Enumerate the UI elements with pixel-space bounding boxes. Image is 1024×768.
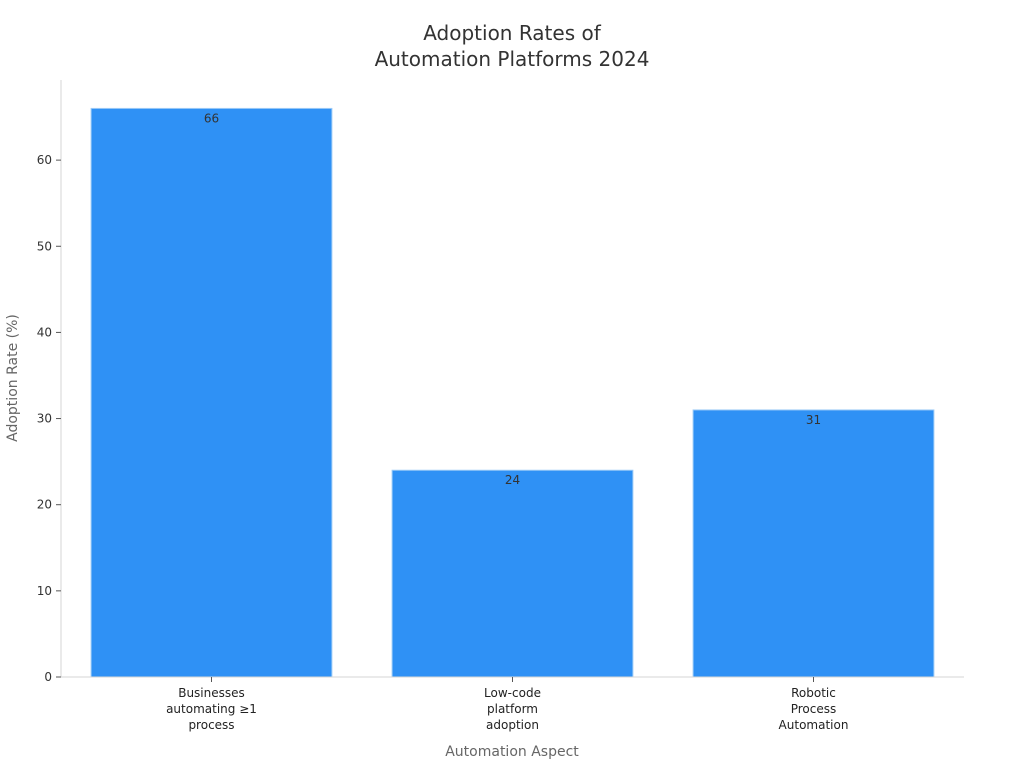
chart-title-line-2: Automation Platforms 2024 <box>375 47 650 71</box>
x-tick-label-line: Businesses <box>178 686 245 700</box>
y-tick-label: 40 <box>37 325 52 339</box>
x-tick-label-1: Businesses automating ≥1 process <box>166 686 257 732</box>
y-tick-label: 30 <box>37 412 52 426</box>
x-tick-label-line: platform <box>487 702 538 716</box>
x-tick-label-3: Robotic Process Automation <box>779 686 849 732</box>
y-tick-label: 20 <box>37 498 52 512</box>
data-label-2: 24 <box>505 473 520 487</box>
x-tick-label-line: automating ≥1 <box>166 702 257 716</box>
bars-group <box>90 107 935 678</box>
chart-title: Adoption Rates of Automation Platforms 2… <box>375 21 650 71</box>
x-axis-ticks: Businesses automating ≥1 process Low-code pl… <box>166 677 848 732</box>
x-tick-label-2: Low-code platform adoption <box>484 686 541 732</box>
bar-3 <box>692 409 935 678</box>
bar-2 <box>391 469 634 678</box>
y-tick-label: 50 <box>37 239 52 253</box>
data-label-3: 31 <box>806 413 821 427</box>
data-label-1: 66 <box>204 111 219 125</box>
bar-1 <box>90 107 333 678</box>
y-axis-ticks: 0 10 20 30 40 50 60 <box>37 153 61 684</box>
x-tick-label-line: process <box>188 718 234 732</box>
x-tick-label-line: Robotic <box>791 686 836 700</box>
x-tick-label-line: Automation <box>779 718 849 732</box>
x-axis-title: Automation Aspect <box>445 744 579 760</box>
chart-title-line-1: Adoption Rates of <box>423 21 601 45</box>
y-tick-label: 10 <box>37 584 52 598</box>
y-tick-label: 0 <box>44 670 52 684</box>
y-axis-title: Adoption Rate (%) <box>5 314 21 442</box>
x-tick-label-line: Process <box>791 702 837 716</box>
y-tick-label: 60 <box>37 153 52 167</box>
x-tick-label-line: Low-code <box>484 686 541 700</box>
data-labels-group: 66 24 31 <box>204 111 821 487</box>
x-tick-label-line: adoption <box>486 718 539 732</box>
